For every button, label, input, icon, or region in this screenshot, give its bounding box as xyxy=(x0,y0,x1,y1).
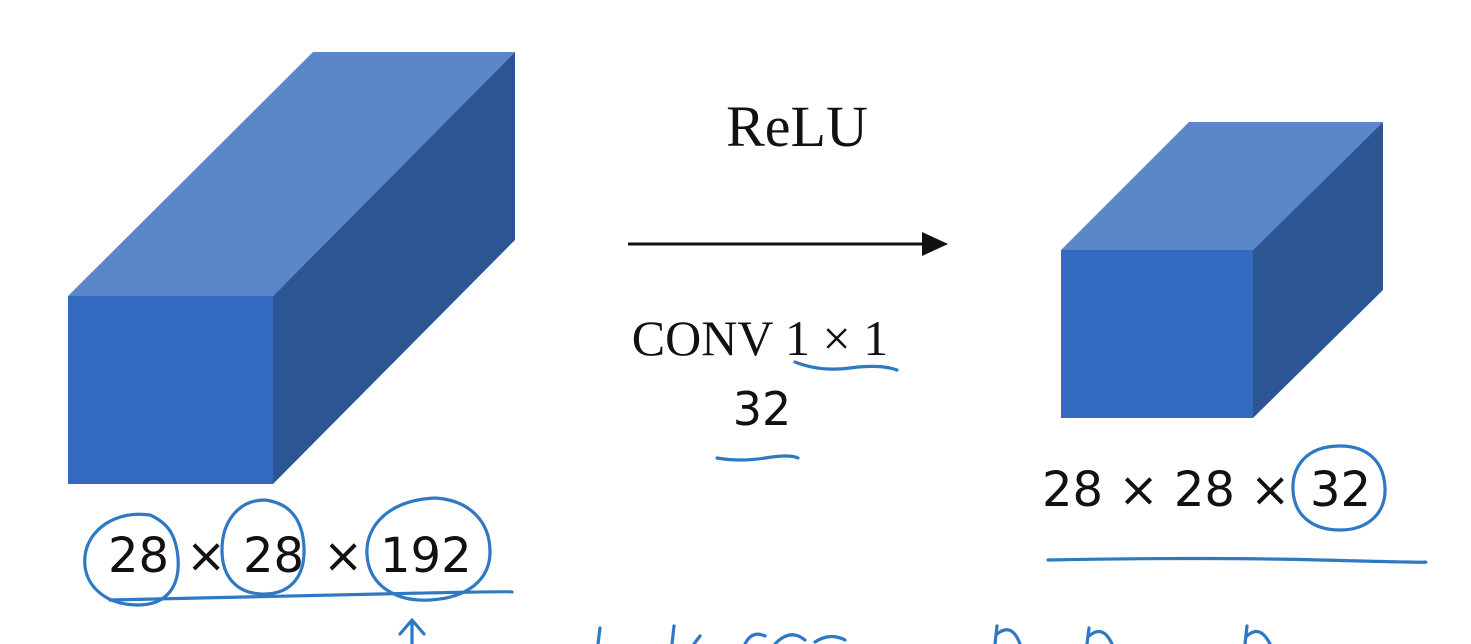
filter-count-label: 32 xyxy=(733,382,792,436)
output-dim-label: 28 × 28 × 32 xyxy=(1042,462,1371,518)
output-channels-value: 32 xyxy=(1310,462,1371,518)
conv-label: CONV 1 × 1 xyxy=(632,310,888,366)
channels-up-arrow xyxy=(398,618,426,644)
output-volume-front-face xyxy=(1061,250,1253,418)
input-volume xyxy=(68,52,515,484)
input-times-symbol-1: × xyxy=(186,528,226,584)
handwriting-fragment-2 xyxy=(670,624,702,644)
filter-count-underline xyxy=(715,454,800,462)
input-channels-value: 192 xyxy=(380,528,472,584)
handwriting-fragment-6 xyxy=(1243,624,1272,644)
input-channels-circle xyxy=(365,496,492,602)
input-volume-top-face xyxy=(68,52,515,296)
input-dim-label: 28 × 28 × 192 xyxy=(108,528,472,584)
input-volume-side-face xyxy=(273,52,515,484)
output-channels-circle xyxy=(1291,444,1387,532)
activation-label: ReLU xyxy=(726,94,868,159)
output-volume-side-face xyxy=(1253,122,1383,418)
input-width-circle xyxy=(220,498,306,596)
handwriting-fragment-3 xyxy=(743,632,847,644)
operation-arrow xyxy=(628,232,948,256)
handwriting-fragment-1 xyxy=(596,626,602,644)
output-volume-top-face xyxy=(1061,122,1383,250)
handwritten-annotations xyxy=(83,360,1428,644)
handwriting-fragment-4 xyxy=(993,624,1022,644)
conv-kernel-underline xyxy=(793,360,899,372)
handwriting-fragment-5 xyxy=(1085,626,1114,644)
input-times-symbol-2: × xyxy=(323,528,363,584)
output-dim-prefix: 28 × 28 × xyxy=(1042,462,1290,518)
arrow-head xyxy=(922,232,948,256)
input-width-value: 28 xyxy=(243,528,304,584)
output-volume xyxy=(1061,122,1383,418)
input-height-value: 28 xyxy=(108,528,169,584)
input-volume-front-face xyxy=(68,296,273,484)
output-dim-underline xyxy=(1046,556,1428,564)
input-dim-underline xyxy=(108,590,514,602)
input-height-circle xyxy=(83,512,180,607)
